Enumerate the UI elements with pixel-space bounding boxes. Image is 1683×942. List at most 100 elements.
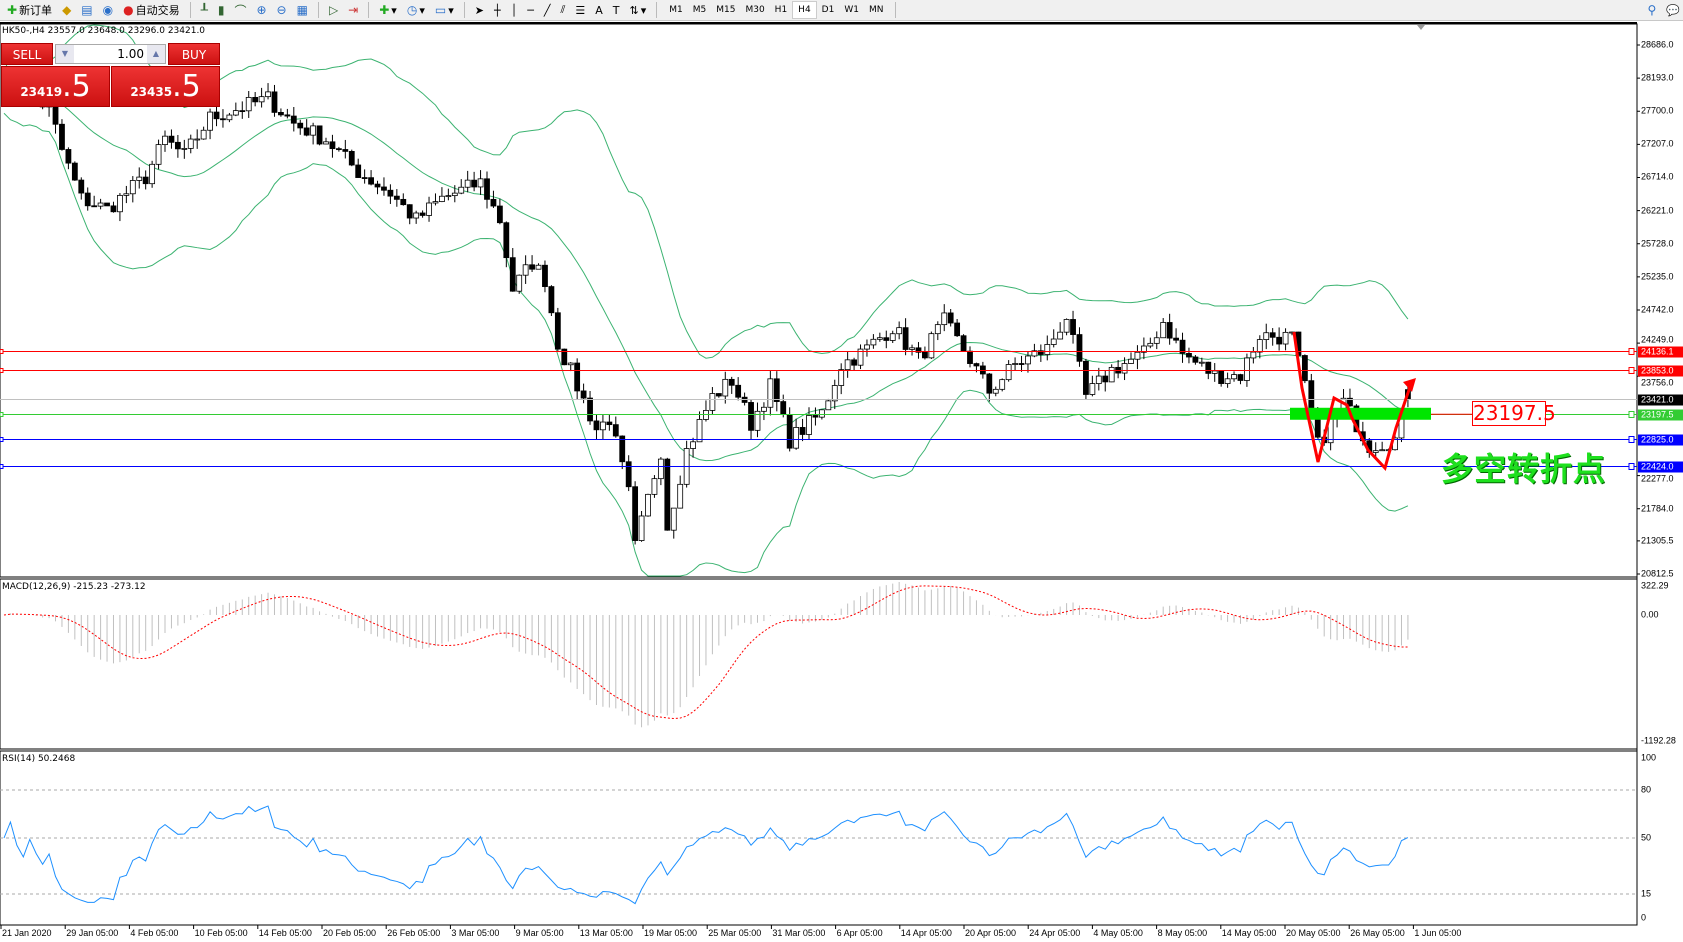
candle-body (574, 362, 581, 392)
equidistant-channel-button[interactable]: ⫽ (557, 1, 568, 19)
candle (194, 129, 201, 149)
chart-shift-button[interactable]: ⇥ (345, 1, 361, 19)
candle (387, 184, 394, 204)
new-order-button[interactable]: ✚ 新订单 (7, 3, 53, 17)
level-price-label[interactable]: 23197.5 (1472, 401, 1556, 426)
candle-body (735, 384, 742, 398)
annotation-text[interactable]: 多空转折点 (1441, 450, 1607, 488)
chat-button[interactable]: 💬 (1663, 1, 1683, 19)
crosshair-button[interactable]: ┼ (491, 1, 504, 19)
buy-price-button[interactable]: 23435.5 (111, 66, 220, 107)
timeframe-mn[interactable]: MN (868, 5, 884, 15)
text-button[interactable]: A (592, 1, 606, 19)
line-chart-button[interactable]: ⌒ (231, 1, 249, 19)
candle (1108, 364, 1115, 383)
horizontal-line-button[interactable]: ─ (524, 1, 537, 19)
candle (548, 285, 555, 317)
metaeditor-button[interactable]: ◆ (59, 1, 74, 19)
auto-trading-button[interactable]: ● 自动交易 (123, 3, 180, 17)
candle (1347, 388, 1353, 407)
time-axis-label: 9 Mar 05:00 (515, 928, 564, 938)
candle (393, 189, 400, 207)
candle-body (458, 186, 465, 194)
candle-body (722, 378, 729, 397)
bar-chart-button[interactable]: ┸ (198, 1, 211, 19)
timeframe-m15[interactable]: M15 (716, 5, 736, 15)
candle-body (992, 388, 999, 394)
candlestick-button[interactable]: ▮ (215, 1, 228, 19)
trendline-button[interactable]: ╱ (541, 1, 554, 19)
divider (463, 2, 465, 18)
candle-body (1244, 357, 1250, 381)
periods-button[interactable]: ◷ ▾ (406, 3, 425, 17)
candle-body (91, 205, 98, 208)
candle (831, 379, 838, 410)
candle (149, 160, 156, 188)
candle-body (149, 163, 156, 185)
vertical-line-button[interactable]: │ (508, 1, 521, 19)
candle-body (310, 125, 317, 136)
candle-body (490, 198, 497, 207)
text-label-button[interactable]: T (610, 1, 623, 19)
timeframe-h4[interactable]: H4 (792, 1, 817, 19)
candle-body (1160, 322, 1167, 339)
time-axis-label: 10 Feb 05:00 (194, 928, 248, 938)
candle (1018, 355, 1025, 372)
lot-decrease-button[interactable]: ▼ (56, 45, 74, 63)
candle-body (1012, 363, 1018, 365)
timeframe-d1[interactable]: D1 (821, 5, 835, 15)
candle-body (368, 177, 374, 185)
candle-body (1128, 358, 1134, 364)
zoom-in-button[interactable]: ⊕ (253, 1, 269, 19)
candle (123, 185, 130, 204)
tile-windows-button[interactable]: ▦ (294, 1, 311, 19)
fibonacci-button[interactable]: ☰ (572, 1, 588, 19)
arrows-button[interactable]: ⇅ ▾ (629, 3, 647, 17)
candle-body (110, 205, 117, 213)
price-axis-label: 26221.0 (1641, 205, 1674, 216)
search-button[interactable]: ⚲ (1645, 1, 1660, 19)
text-icon: A (595, 3, 603, 17)
lot-size-input[interactable] (76, 45, 144, 63)
sell-button[interactable]: SELL (1, 43, 53, 65)
candle (922, 346, 928, 360)
terminal-button[interactable]: ▤ (78, 1, 95, 19)
candle (909, 344, 915, 356)
cursor-button[interactable]: ➤ (472, 1, 487, 19)
sell-price-button[interactable]: 23419.5 (1, 66, 110, 107)
templates-button[interactable]: ▭ ▾ (434, 3, 454, 17)
candle (864, 339, 870, 357)
timeframe-w1[interactable]: W1 (844, 5, 859, 15)
candle (162, 130, 168, 152)
zigzag-arrow-path (1292, 331, 1413, 471)
candle (1050, 329, 1057, 348)
candle-body (162, 135, 168, 146)
candle-body (928, 333, 935, 359)
timeframe-m30[interactable]: M30 (745, 5, 765, 15)
timeframe-m5[interactable]: M5 (692, 5, 707, 15)
rsi-label: RSI(14) 50.2468 (2, 754, 76, 764)
candle (670, 507, 677, 539)
candle-body (78, 179, 85, 194)
candle (780, 394, 787, 418)
metaeditor-icon: ◆ (62, 3, 72, 17)
signals-button[interactable]: ◉ (100, 1, 116, 19)
candle-body (657, 458, 664, 480)
candle-body (1057, 331, 1064, 340)
zoom-out-button[interactable]: ⊖ (274, 1, 290, 19)
timeframe-m1[interactable]: M1 (669, 5, 683, 15)
timeframe-h1[interactable]: H1 (774, 5, 788, 15)
lot-increase-button[interactable]: ▲ (147, 45, 165, 63)
candle-body (406, 204, 413, 219)
indicators-button[interactable]: ✚ ▾ (379, 3, 397, 17)
candle (503, 221, 510, 268)
lot-size-stepper[interactable]: ▼ ▲ (55, 44, 166, 64)
zoom-out-icon: ⊖ (276, 3, 287, 17)
candle (1379, 441, 1386, 452)
buy-button[interactable]: BUY (168, 43, 220, 65)
arrow-head-icon (1403, 378, 1416, 392)
candle-body (258, 96, 265, 103)
macd-axis-label: 322.29 (1641, 580, 1669, 591)
autoscroll-button[interactable]: ▷ (326, 1, 341, 19)
